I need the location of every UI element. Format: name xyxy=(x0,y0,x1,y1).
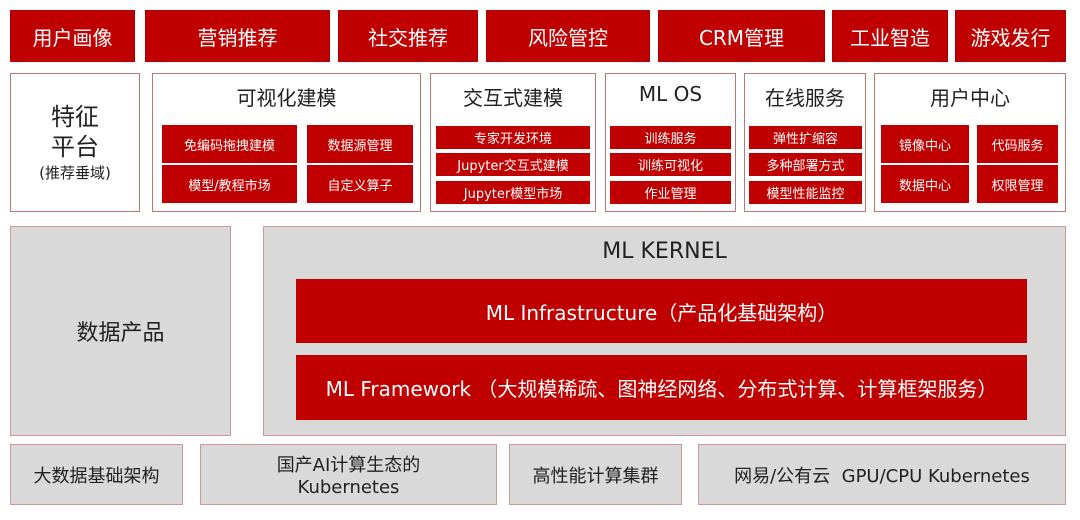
interactive-title: 交互式建模 xyxy=(463,86,563,110)
ml-infrastructure: ML Infrastructure（产品化基础架构） xyxy=(296,279,1027,343)
online-title: 在线服务 xyxy=(765,86,845,110)
app-game: 游戏发行 xyxy=(955,10,1066,62)
feature-title-2: 平台 xyxy=(51,133,99,161)
user-center-title: 用户中心 xyxy=(930,86,1010,110)
visual-item: 免编码拖拽建模 xyxy=(162,125,297,163)
app-marketing: 营销推荐 xyxy=(145,10,330,62)
bigdata-infra: 大数据基础架构 xyxy=(10,444,183,505)
app-crm: CRM管理 xyxy=(658,10,825,62)
online-item: 模型性能监控 xyxy=(749,181,862,204)
user-center-item: 代码服务 xyxy=(977,125,1058,163)
visual-title: 可视化建模 xyxy=(236,86,337,110)
interactive-item: Jupyter交互式建模 xyxy=(436,153,590,176)
mlos-title: ML OS xyxy=(638,82,703,106)
feature-platform: 特征 平台 (推荐垂域) xyxy=(10,73,140,212)
cloud-k8s: 网易/公有云 GPU/CPU Kubernetes xyxy=(698,444,1066,505)
domestic-ai-line2: Kubernetes xyxy=(297,477,400,498)
domestic-ai-k8s: 国产AI计算生态的 Kubernetes xyxy=(200,444,497,505)
data-product: 数据产品 xyxy=(10,226,231,436)
visual-item: 模型/教程市场 xyxy=(162,165,297,203)
mlos-item: 训练可视化 xyxy=(610,153,731,176)
online-item: 多种部署方式 xyxy=(749,153,862,176)
ml-framework: ML Framework （大规模稀疏、图神经网络、分布式计算、计算框架服务） xyxy=(296,355,1027,420)
user-center-item: 镜像中心 xyxy=(881,125,969,163)
hpc-cluster: 高性能计算集群 xyxy=(509,444,682,505)
app-user-profile: 用户画像 xyxy=(10,10,135,62)
feature-sub: (推荐垂域) xyxy=(39,164,111,182)
app-risk: 风险管控 xyxy=(486,10,650,62)
user-center-item: 权限管理 xyxy=(977,165,1058,203)
user-center-item: 数据中心 xyxy=(881,165,969,203)
mlos-item: 作业管理 xyxy=(610,181,731,204)
visual-item: 数据源管理 xyxy=(307,125,413,163)
interactive-item: 专家开发环境 xyxy=(436,126,590,149)
mlos-item: 训练服务 xyxy=(610,126,731,149)
app-social: 社交推荐 xyxy=(338,10,478,62)
kernel-title: ML KERNEL xyxy=(602,239,727,264)
feature-title-1: 特征 xyxy=(51,103,99,131)
online-item: 弹性扩缩容 xyxy=(749,126,862,149)
domestic-ai-line1: 国产AI计算生态的 xyxy=(276,455,421,476)
visual-item: 自定义算子 xyxy=(307,165,413,203)
interactive-item: Jupyter模型市场 xyxy=(436,181,590,204)
app-industry: 工业智造 xyxy=(832,10,948,62)
